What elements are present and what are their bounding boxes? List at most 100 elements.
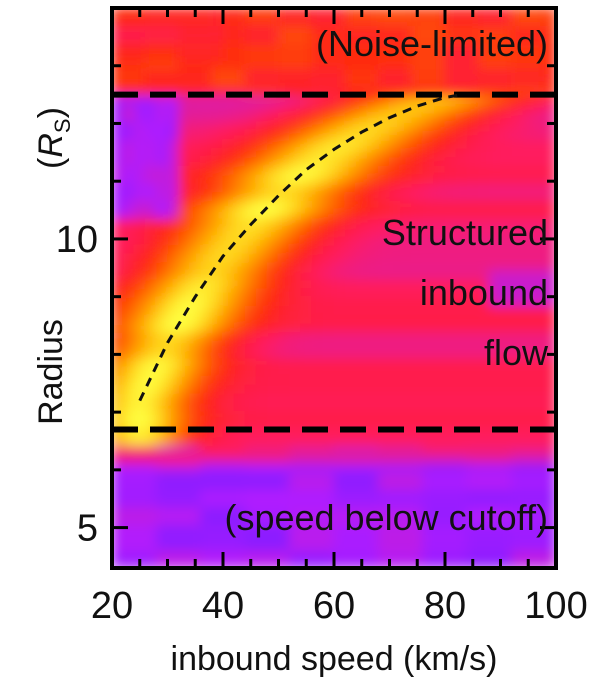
heatmap-cell: [400, 121, 413, 131]
heatmap-cell: [233, 25, 246, 35]
heatmap-cell: [144, 366, 157, 376]
heatmap-cell: [533, 392, 546, 403]
heatmap-cell: [289, 532, 302, 543]
heatmap-cell: [477, 523, 490, 534]
heatmap-cell: [155, 357, 168, 368]
heatmap-cell: [389, 25, 402, 35]
heatmap-cell: [377, 418, 390, 429]
heatmap-cell: [444, 558, 457, 568]
heatmap-cell: [433, 322, 446, 333]
heatmap-cell: [389, 401, 402, 411]
heatmap-cell: [522, 471, 535, 481]
heatmap-cell: [444, 462, 457, 473]
heatmap-cell: [266, 366, 279, 376]
heatmap-cell: [511, 480, 524, 490]
heatmap-cell: [377, 270, 390, 280]
heatmap-cell: [344, 226, 357, 236]
heatmap-cell: [544, 112, 556, 123]
heatmap-cell: [400, 200, 413, 210]
heatmap-cell: [433, 173, 446, 184]
heatmap-cell: [255, 103, 268, 114]
heatmap-cell: [377, 156, 390, 166]
heatmap-cell: [444, 445, 457, 455]
heatmap-cell: [500, 182, 513, 193]
heatmap-cell: [255, 191, 268, 201]
heatmap-cell: [488, 453, 501, 464]
heatmap-cell: [389, 77, 402, 88]
heatmap-cell: [422, 375, 435, 385]
heatmap-cell: [300, 173, 313, 184]
heatmap-cell: [311, 392, 324, 403]
heatmap-cell: [211, 357, 224, 368]
heatmap-cell: [422, 418, 435, 429]
heatmap-cell: [178, 375, 191, 385]
heatmap-cell: [167, 16, 180, 26]
heatmap-cell: [144, 200, 157, 210]
heatmap-cell: [400, 8, 413, 18]
heatmap-cell: [389, 558, 402, 568]
heatmap-cell: [377, 410, 390, 420]
heatmap-cell: [189, 313, 202, 324]
heatmap-cell: [544, 25, 556, 35]
heatmap-area: [112, 8, 556, 568]
heatmap-cell: [533, 375, 546, 385]
heatmap-cell: [322, 261, 335, 271]
heatmap-cell: [200, 226, 213, 236]
heatmap-cell: [344, 182, 357, 193]
heatmap-cell: [189, 436, 202, 446]
heatmap-cell: [244, 156, 257, 166]
heatmap-cell: [244, 532, 257, 543]
heatmap-cell: [189, 532, 202, 543]
heatmap-cell: [189, 60, 202, 70]
heatmap-cell: [377, 191, 390, 201]
heatmap-cell: [133, 375, 146, 385]
heatmap-cell: [189, 138, 202, 149]
heatmap-cell: [511, 410, 524, 420]
heatmap-cell: [511, 445, 524, 455]
heatmap-cell: [278, 208, 291, 219]
heatmap-cell: [300, 182, 313, 193]
heatmap-cell: [255, 60, 268, 70]
heatmap-cell: [366, 217, 379, 228]
heatmap-cell: [500, 366, 513, 376]
heatmap-cell: [533, 296, 546, 306]
heatmap-cell: [488, 217, 501, 228]
heatmap-cell: [366, 313, 379, 324]
heatmap-cell: [266, 270, 279, 280]
heatmap-cell: [278, 112, 291, 123]
heatmap-cell: [244, 278, 257, 289]
heatmap-cell: [377, 103, 390, 114]
heatmap-cell: [122, 226, 135, 236]
heatmap-cell: [211, 130, 224, 140]
heatmap-cell: [355, 208, 368, 219]
heatmap-cell: [477, 348, 490, 359]
heatmap-cell: [511, 103, 524, 114]
heatmap-cell: [488, 462, 501, 473]
heatmap-cell: [167, 8, 180, 18]
heatmap-cell: [278, 8, 291, 18]
heatmap-cell: [155, 462, 168, 473]
heatmap-cell: [488, 480, 501, 490]
heatmap-cell: [488, 471, 501, 481]
heatmap-cell: [155, 331, 168, 341]
heatmap-cell: [522, 112, 535, 123]
heatmap-cell: [167, 392, 180, 403]
heatmap-cell: [122, 541, 135, 551]
heatmap-cell: [544, 550, 556, 560]
heatmap-cell: [400, 445, 413, 455]
heatmap-cell: [112, 375, 124, 385]
heatmap-cell: [444, 436, 457, 446]
heatmap-cell: [444, 375, 457, 385]
heatmap-cell: [422, 86, 435, 96]
heatmap-cell: [112, 401, 124, 411]
heatmap-cell: [178, 366, 191, 376]
heatmap-cell: [344, 340, 357, 350]
heatmap-cell: [122, 322, 135, 333]
heatmap-cell: [133, 383, 146, 394]
heatmap-cell: [211, 340, 224, 350]
heatmap-cell: [189, 410, 202, 420]
heatmap-cell: [355, 287, 368, 298]
heatmap-cell: [300, 523, 313, 534]
heatmap-cell: [122, 25, 135, 35]
